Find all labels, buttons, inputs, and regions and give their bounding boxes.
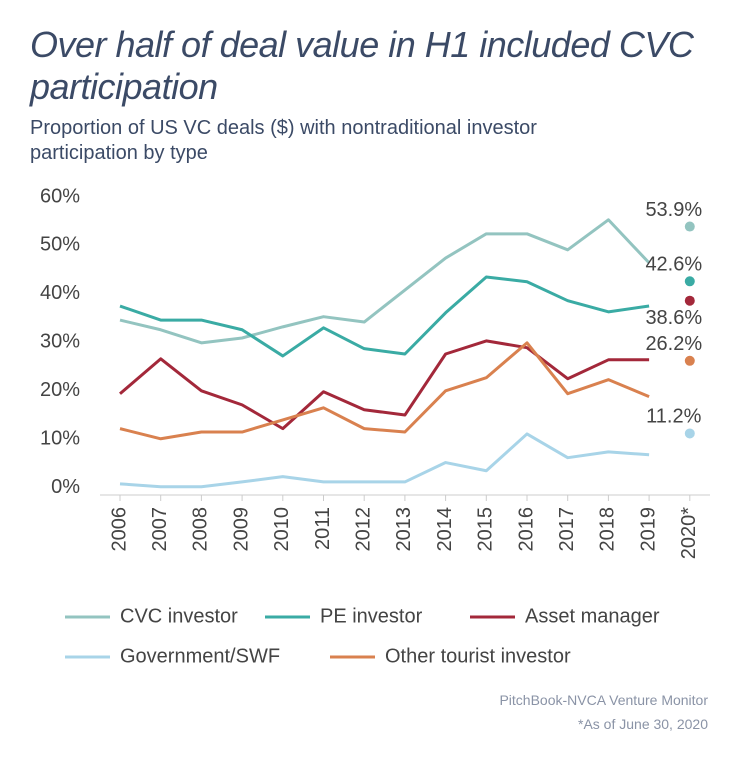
y-tick-label: 0%	[51, 476, 80, 498]
chart-subtitle: Proportion of US VC deals ($) with nontr…	[30, 117, 537, 164]
x-tick-label: 2019	[637, 507, 659, 552]
data-point	[684, 355, 695, 366]
x-tick-label: 2015	[475, 507, 497, 552]
y-tick-label: 30%	[40, 331, 80, 353]
note: *As of June 30, 2020	[578, 716, 708, 732]
x-tick-label: 2006	[108, 507, 130, 552]
data-label: 38.6%	[645, 307, 702, 329]
x-tick-label: 2016	[515, 507, 537, 552]
y-tick-label: 10%	[40, 428, 80, 450]
chart: 0% 10% 20% 30% 40% 50% 60% 2006 2007 2008 2009 2010…	[40, 185, 710, 667]
x-tick-label: 2011	[312, 507, 334, 550]
series-line	[119, 341, 650, 441]
legend-label: CVC investor	[120, 605, 238, 627]
data-point	[684, 276, 695, 287]
source: PitchBook-NVCA Venture Monitor	[499, 692, 708, 708]
y-tick-label: 50%	[40, 234, 80, 256]
x-tick-label: 2012	[352, 507, 374, 552]
chart-title: Over half of deal value in H1 included C…	[30, 24, 694, 107]
series-line	[119, 275, 650, 358]
x-tick-label: 2020*	[678, 507, 700, 559]
y-tick-label: 60%	[40, 185, 80, 207]
series-line	[119, 339, 650, 431]
series-line	[119, 218, 651, 345]
legend-label: PE investor	[320, 605, 423, 627]
data-label: 42.6%	[645, 254, 702, 276]
x-tick-label: 2009	[230, 507, 252, 552]
y-tick-label: 40%	[40, 282, 80, 304]
data-point	[684, 295, 695, 306]
data-label: 11.2%	[646, 406, 701, 428]
data-label: 26.2%	[645, 333, 702, 355]
data-point	[684, 221, 695, 232]
x-tick-label: 2008	[190, 507, 212, 552]
x-tick-label: 2013	[393, 507, 415, 552]
x-tick-label: 2014	[434, 507, 456, 552]
x-tick-label: 2017	[556, 507, 578, 552]
y-tick-label: 20%	[40, 379, 80, 401]
legend-label: Government/SWF	[120, 645, 280, 667]
x-tick-label: 2007	[149, 507, 171, 552]
legend-label: Asset manager	[525, 605, 660, 627]
series-line	[119, 432, 650, 489]
x-tick-label: 2018	[597, 507, 619, 552]
legend-label: Other tourist investor	[385, 645, 571, 667]
data-point	[684, 428, 695, 439]
x-tick-label: 2010	[271, 507, 293, 552]
data-label: 53.9%	[645, 199, 702, 221]
